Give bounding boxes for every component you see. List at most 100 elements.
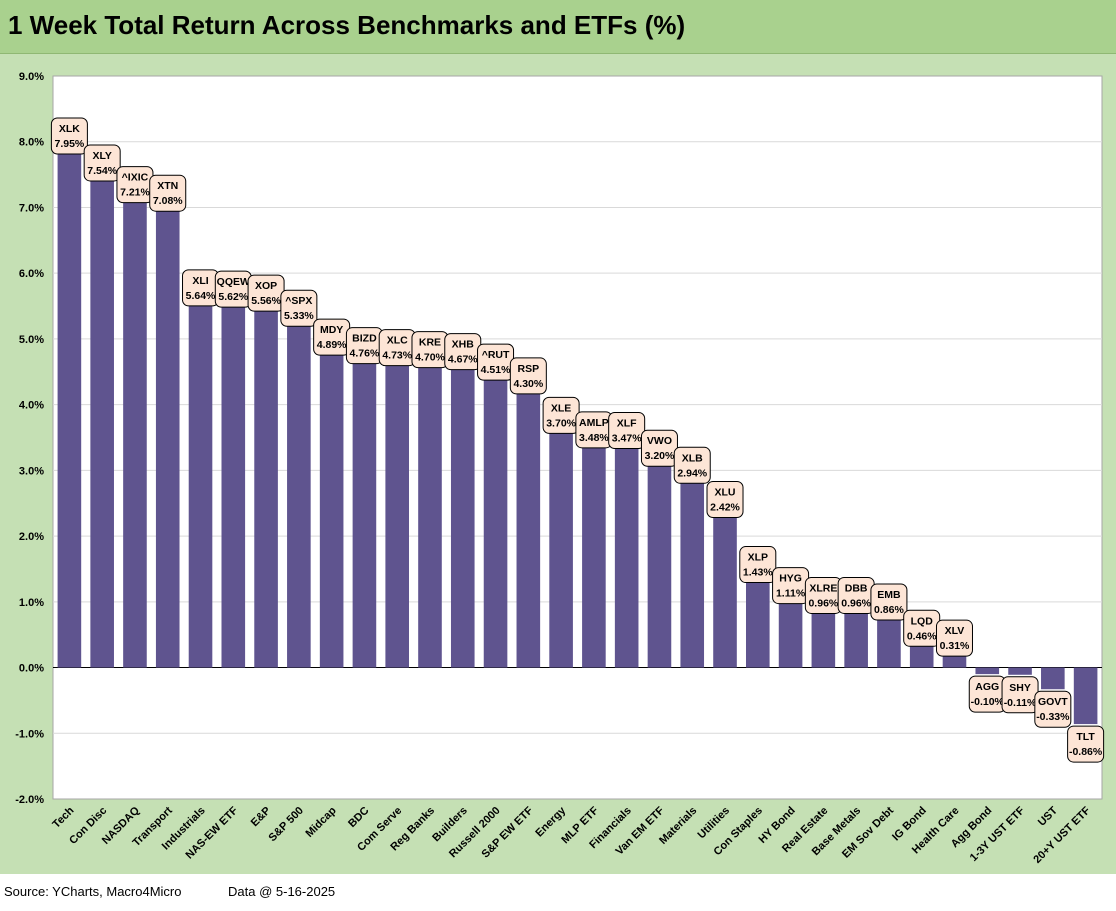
value-label: 1.43%	[743, 567, 773, 579]
bar	[614, 439, 639, 668]
data-date-note: Data @ 5-16-2025	[228, 884, 336, 899]
ticker-label: AMLP	[579, 417, 609, 429]
data-label-box	[1067, 725, 1105, 763]
value-label: 3.47%	[612, 432, 642, 444]
data-label-box	[50, 117, 88, 155]
ticker-label: XLRE	[809, 582, 837, 594]
value-label: 0.31%	[940, 640, 970, 652]
bar	[745, 573, 770, 668]
ticker-label: TLT	[1076, 731, 1095, 743]
bar	[647, 457, 672, 668]
ticker-label: XLI	[192, 275, 208, 287]
ticker-label: DBB	[845, 582, 868, 594]
bar	[123, 193, 147, 668]
bar	[287, 317, 311, 668]
ticker-label: XLE	[551, 402, 571, 414]
y-tick-label: 5.0%	[19, 334, 44, 346]
source-note: Source: YCharts, Macro4Micro	[4, 884, 182, 899]
footer: Source: YCharts, Macro4Micro Data @ 5-16…	[0, 874, 1116, 911]
bar	[582, 438, 606, 668]
value-label: 0.96%	[808, 597, 838, 609]
value-label: 0.86%	[874, 604, 904, 616]
value-label: 5.56%	[251, 295, 281, 307]
value-label: 0.96%	[841, 597, 871, 609]
data-label-box	[509, 357, 547, 395]
data-label-box	[706, 480, 744, 518]
ticker-label: SHY	[1009, 682, 1031, 694]
data-label-box	[739, 546, 777, 584]
ticker-label: ^RUT	[482, 349, 510, 361]
x-tick-label: Tech	[50, 804, 76, 830]
x-tick-label: UST	[1036, 804, 1060, 828]
ticker-label: KRE	[419, 337, 441, 349]
ticker-label: BIZD	[352, 333, 377, 345]
value-label: 4.70%	[415, 352, 445, 364]
x-tick-label: Midcap	[303, 804, 338, 839]
ticker-label: HYG	[779, 573, 802, 585]
value-label: 4.67%	[448, 354, 478, 366]
bar	[155, 202, 180, 668]
bar	[57, 145, 82, 668]
value-label: -0.33%	[1036, 711, 1070, 723]
value-label: 4.30%	[513, 378, 543, 390]
ticker-label: XLU	[715, 486, 736, 498]
ticker-label: EMB	[877, 589, 901, 601]
bar	[319, 346, 344, 668]
value-label: -0.10%	[971, 696, 1005, 708]
x-tick-label: E&P	[249, 805, 273, 829]
value-label: 3.20%	[645, 450, 675, 462]
value-label: 2.42%	[710, 501, 740, 513]
bar	[1073, 667, 1098, 725]
bar	[450, 360, 475, 668]
value-label: 7.95%	[55, 138, 85, 150]
bar	[483, 371, 508, 668]
y-tick-label: 3.0%	[19, 465, 44, 477]
bar	[1008, 667, 1032, 675]
ticker-label: MDY	[320, 324, 343, 336]
bar	[254, 302, 278, 668]
data-label-box	[280, 289, 318, 327]
y-tick-label: -1.0%	[15, 728, 44, 740]
bar	[713, 508, 737, 668]
title-bar: 1 Week Total Return Across Benchmarks an…	[0, 0, 1116, 54]
ticker-label: XLY	[92, 150, 111, 162]
bar	[844, 604, 868, 668]
value-label: 5.62%	[218, 291, 248, 303]
x-tick-label: BDC	[346, 805, 371, 830]
bar-chart: -2.0% -1.0% 0.0% 1.0% 2.0% 3.0% 4.0% 5.0% 6.0% 7.…	[15, 71, 1105, 866]
y-tick-label: 8.0%	[19, 137, 44, 149]
value-label: 3.48%	[579, 432, 609, 444]
ticker-label: LQD	[911, 615, 934, 627]
value-label: 7.08%	[153, 195, 183, 207]
ticker-label: GOVT	[1038, 696, 1068, 708]
value-label: 1.11%	[776, 588, 806, 600]
bar	[90, 171, 114, 668]
bar	[352, 354, 377, 668]
bar	[516, 384, 541, 668]
bar	[385, 356, 410, 668]
value-label: 5.33%	[284, 310, 314, 322]
data-label-box	[149, 174, 187, 212]
data-label-box	[935, 619, 973, 657]
ticker-label: AGG	[975, 681, 999, 693]
value-label: 4.73%	[382, 350, 412, 362]
ticker-label: XLB	[682, 452, 703, 464]
value-label: 5.64%	[186, 290, 216, 302]
bar	[221, 298, 246, 668]
chart-area: -2.0% -1.0% 0.0% 1.0% 2.0% 3.0% 4.0% 5.0% 6.0% 7.…	[0, 54, 1116, 874]
value-label: 3.70%	[546, 417, 576, 429]
ticker-label: QQEW	[217, 276, 250, 288]
value-label: 4.89%	[317, 339, 347, 351]
ticker-label: XLP	[748, 552, 768, 564]
ticker-label: RSP	[518, 363, 540, 375]
value-label: 0.46%	[907, 630, 937, 642]
y-tick-label: 0.0%	[19, 663, 44, 675]
ticker-label: XHB	[452, 339, 475, 351]
bar	[418, 358, 442, 668]
y-tick-label: 4.0%	[19, 400, 44, 412]
y-tick-label: 2.0%	[19, 531, 44, 543]
bar	[778, 594, 803, 668]
ticker-label: XLF	[617, 417, 637, 429]
ticker-label: XLV	[945, 625, 965, 637]
bar	[811, 604, 836, 668]
